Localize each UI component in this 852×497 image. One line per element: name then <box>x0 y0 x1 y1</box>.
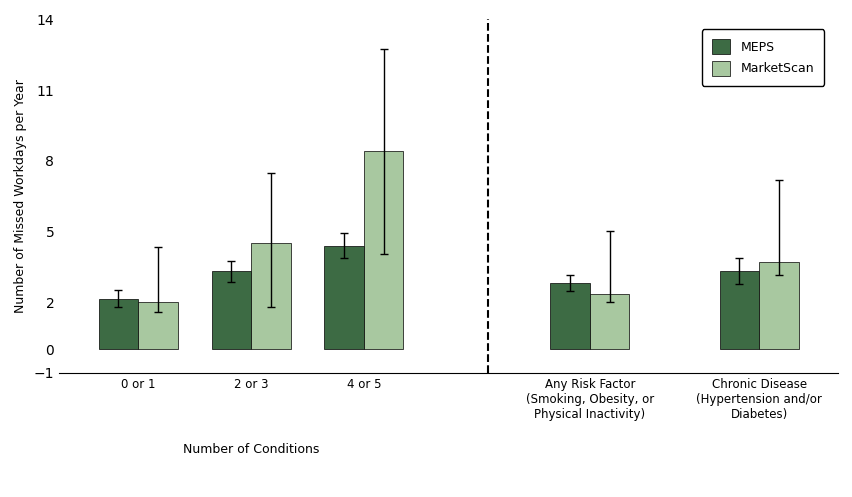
Bar <box>325 246 364 349</box>
Bar <box>251 243 291 349</box>
Bar <box>720 271 759 349</box>
Text: Number of Conditions: Number of Conditions <box>183 443 320 456</box>
Bar <box>364 151 404 349</box>
Bar <box>99 299 138 349</box>
Bar <box>590 294 630 349</box>
Bar <box>138 302 178 349</box>
Bar <box>211 271 251 349</box>
Bar <box>550 283 590 349</box>
Legend: MEPS, MarketScan: MEPS, MarketScan <box>702 29 824 86</box>
Bar <box>759 262 798 349</box>
Y-axis label: Number of Missed Workdays per Year: Number of Missed Workdays per Year <box>14 79 27 313</box>
